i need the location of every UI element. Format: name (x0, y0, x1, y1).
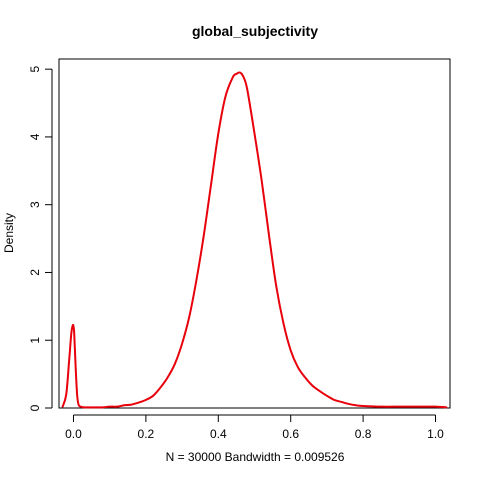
y-tick-label: 2 (28, 269, 42, 276)
x-tick-label: 0.0 (65, 427, 82, 441)
x-tick-label: 0.8 (355, 427, 372, 441)
plot-frame (58, 58, 451, 409)
y-tick-label: 1 (28, 337, 42, 344)
y-tick-label: 5 (28, 66, 42, 73)
x-tick-label: 0.2 (138, 427, 155, 441)
chart-title: global_subjectivity (192, 23, 318, 39)
density-line (61, 71, 448, 409)
x-tick-label: 0.6 (282, 427, 299, 441)
y-axis-label: Density (2, 213, 16, 253)
x-axis-label: N = 30000 Bandwidth = 0.009526 (166, 450, 345, 464)
series-layer (61, 71, 448, 409)
y-tick-label: 0 (28, 404, 42, 411)
y-tick-label: 4 (28, 133, 42, 140)
y-axis: 0 1 2 3 4 5 (28, 66, 53, 411)
x-tick-label: 1.0 (427, 427, 444, 441)
x-axis: 0.0 0.2 0.4 0.6 0.8 1.0 (65, 414, 444, 441)
y-tick-label: 3 (28, 201, 42, 208)
x-tick-label: 0.4 (210, 427, 227, 441)
